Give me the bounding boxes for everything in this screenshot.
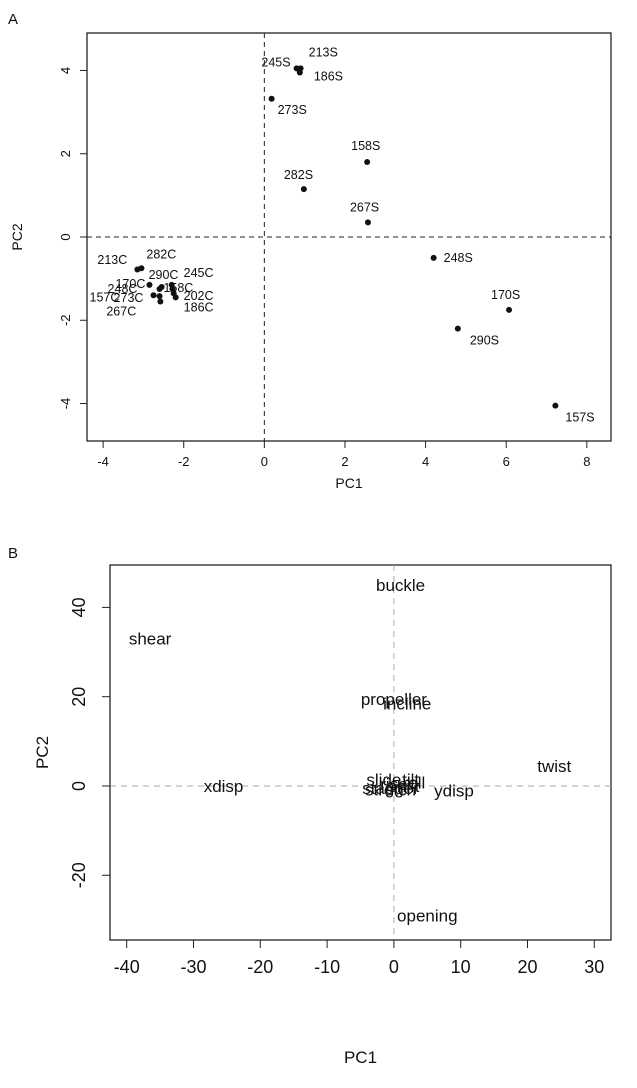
data-point-267C	[157, 298, 164, 305]
point-label-170S: 170S	[491, 288, 520, 302]
chart-panel-b: B -40 -30 -20 -10 0 10 20 30 -20 0 20 40 PC1 PC2 buckle…	[0, 540, 637, 1088]
point-label-157C: 157C	[90, 290, 120, 304]
y-tick-label: 0	[58, 233, 73, 240]
data-point-273S	[268, 95, 275, 102]
point-label-186S: 186S	[314, 70, 343, 84]
variable-label-opening: opening	[397, 906, 458, 925]
x-tick-label: -10	[314, 957, 340, 977]
variable-label-shear: shear	[129, 630, 172, 649]
point-label-248C: 248C	[108, 282, 138, 296]
data-point-267S	[364, 219, 371, 226]
data-point-157C	[150, 292, 157, 299]
point-label-170C: 170C	[115, 277, 145, 291]
variable-label-stretch: stretch	[365, 781, 416, 800]
data-point-157S	[552, 402, 559, 409]
point-label-273S: 273S	[278, 103, 307, 117]
point-label-248S: 248S	[444, 251, 473, 265]
point-label-158S: 158S	[351, 139, 380, 153]
variable-label-shift: shift	[388, 777, 419, 796]
point-label-245S: 245S	[261, 55, 290, 69]
x-tick-label: 0	[389, 957, 399, 977]
y-tick-label: 20	[69, 687, 89, 707]
x-axis-title: PC1	[344, 1048, 377, 1067]
point-label-273C: 273C	[114, 291, 144, 305]
y-tick-label: -2	[58, 314, 73, 326]
x-axis-title: PC1	[335, 475, 362, 491]
point-label-213S: 213S	[309, 45, 338, 59]
panel-label: A	[8, 11, 18, 28]
x-tick-label: -2	[178, 454, 190, 469]
variable-label-buckle: buckle	[376, 576, 425, 595]
y-tick-label: 0	[69, 781, 89, 791]
variable-label-propeller: propeller	[361, 690, 427, 709]
x-tick-label: -40	[114, 957, 140, 977]
x-tick-label: 8	[583, 454, 590, 469]
variable-label-stagger: stagger	[362, 779, 419, 798]
point-label-290C: 290C	[149, 268, 179, 282]
x-tick-label: 20	[517, 957, 537, 977]
data-point-248S	[430, 254, 437, 261]
y-tick-label: 2	[58, 150, 73, 157]
y-axis-title: PC2	[9, 223, 25, 250]
point-label-157S: 157S	[565, 411, 594, 425]
x-tick-label: 10	[451, 957, 471, 977]
data-point-282S	[300, 186, 307, 193]
x-tick-label: 30	[584, 957, 604, 977]
y-tick-label: 4	[58, 67, 73, 74]
panel-label: B	[8, 545, 18, 562]
variable-label-twist: twist	[537, 757, 571, 776]
data-point-273C	[156, 293, 163, 300]
plot-frame	[109, 564, 612, 941]
data-point-170C	[146, 281, 153, 288]
x-tick-label: 4	[422, 454, 429, 469]
chart-panel-a: A -4 -2 0 2 4 6 8 -4 -2 0 2 4 PC1 PC2 213S 245S 186S 273S 1…	[8, 11, 612, 491]
point-label-202C: 202C	[184, 289, 214, 303]
variable-label-rise: rise	[380, 775, 407, 794]
y-axis-title: PC2	[33, 736, 52, 769]
point-label-290S: 290S	[470, 334, 499, 348]
point-label-158C: 158C	[163, 281, 193, 295]
point-label-282C: 282C	[146, 247, 176, 261]
data-point-282C	[134, 266, 141, 273]
x-tick-label: 2	[341, 454, 348, 469]
x-tick-label: -4	[97, 454, 109, 469]
point-label-282S: 282S	[284, 168, 313, 182]
x-tick-label: -20	[247, 957, 273, 977]
x-tick-label: 0	[261, 454, 268, 469]
data-point-290C	[158, 283, 165, 290]
variable-label-roll: roll	[403, 773, 426, 792]
data-point-170S	[506, 306, 513, 313]
point-label-186C: 186C	[184, 300, 214, 314]
variable-label-incline: incline	[383, 694, 431, 713]
data-point-186C	[172, 294, 179, 301]
point-label-267C: 267C	[106, 305, 136, 319]
y-tick-label: -4	[58, 398, 73, 410]
point-label-213C: 213C	[97, 253, 127, 267]
variable-label-tilt: tilt	[402, 770, 419, 789]
point-label-267S: 267S	[350, 200, 379, 214]
x-tick-label: -30	[180, 957, 206, 977]
pca-scores-plot: A -4 -2 0 2 4 6 8 -4 -2 0 2 4 PC1 PC2 213S 245S 186S 273S 1…	[8, 11, 612, 491]
pca-loadings-plot: B -40 -30 -20 -10 0 10 20 30 -20 0 20 40 PC1 PC2 buckle…	[8, 545, 612, 1067]
data-point-290S	[454, 325, 461, 332]
data-point-186S	[296, 69, 303, 76]
point-label-245C: 245C	[184, 266, 214, 280]
data-point-158S	[364, 159, 371, 166]
variable-label-slide: slide	[366, 770, 401, 789]
data-point-245S	[293, 65, 300, 72]
variable-label-xdisp: xdisp	[204, 777, 244, 796]
y-tick-label: -20	[69, 862, 89, 888]
x-tick-label: 6	[503, 454, 510, 469]
y-tick-label: 40	[69, 597, 89, 617]
variable-label-ydisp: ydisp	[434, 781, 474, 800]
